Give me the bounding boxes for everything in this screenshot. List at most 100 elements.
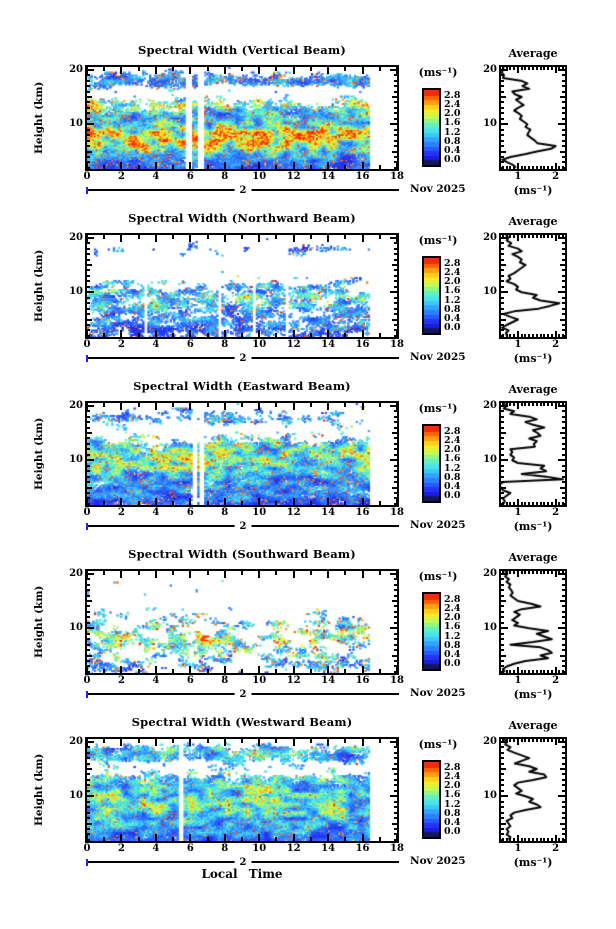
axis-tick bbox=[120, 834, 123, 841]
average-line-canvas bbox=[501, 67, 565, 169]
average-frame bbox=[499, 737, 567, 843]
axis-tick bbox=[558, 291, 565, 294]
axis-tick bbox=[87, 665, 90, 668]
x-tick-label: 12 bbox=[286, 843, 301, 854]
axis-tick bbox=[501, 605, 504, 608]
average-x-tick-label: 1 bbox=[514, 339, 522, 350]
axis-tick bbox=[87, 746, 90, 749]
axis-tick bbox=[543, 571, 546, 574]
axis-tick bbox=[309, 165, 312, 169]
axis-tick bbox=[396, 162, 397, 169]
average-x-axis-label: (ms⁻¹) bbox=[513, 520, 553, 533]
axis-tick bbox=[501, 627, 508, 630]
colorbar-units-label: (ms⁻¹) bbox=[418, 738, 458, 751]
average-frame bbox=[499, 233, 567, 339]
y-axis-label: Height (km) bbox=[33, 249, 45, 323]
axis-tick bbox=[189, 571, 192, 578]
axis-tick bbox=[516, 235, 519, 241]
axis-tick bbox=[562, 156, 565, 158]
axis-tick bbox=[394, 643, 397, 646]
colorbar-tick-label: 1.6 bbox=[444, 285, 461, 297]
axis-tick bbox=[528, 166, 531, 169]
axis-tick bbox=[275, 571, 278, 575]
x-tick-label: 6 bbox=[186, 507, 194, 518]
axis-tick bbox=[532, 67, 534, 70]
axis-tick bbox=[501, 502, 504, 505]
axis-tick bbox=[87, 740, 94, 743]
axis-tick bbox=[394, 481, 397, 484]
axis-tick bbox=[501, 415, 504, 418]
axis-tick bbox=[509, 334, 512, 337]
axis-tick bbox=[547, 670, 550, 673]
axis-tick bbox=[390, 291, 397, 294]
axis-tick bbox=[206, 165, 209, 169]
colorbar-gradient bbox=[424, 762, 439, 837]
axis-tick bbox=[87, 134, 90, 137]
axis-tick bbox=[554, 667, 557, 673]
axis-tick bbox=[539, 67, 542, 70]
axis-tick bbox=[327, 834, 330, 841]
axis-tick bbox=[87, 74, 90, 77]
average-y-tick-label: 10 bbox=[483, 790, 497, 802]
average-x-axis-label: (ms⁻¹) bbox=[513, 856, 553, 869]
axis-tick bbox=[562, 101, 565, 104]
axis-tick bbox=[562, 161, 565, 164]
axis-tick bbox=[394, 442, 397, 445]
axis-tick bbox=[501, 236, 508, 239]
axis-tick bbox=[558, 459, 565, 462]
axis-tick bbox=[154, 666, 157, 673]
axis-tick bbox=[524, 739, 527, 742]
axis-tick bbox=[87, 649, 90, 652]
axis-tick bbox=[513, 166, 516, 169]
axis-tick bbox=[87, 117, 90, 120]
axis-tick bbox=[501, 828, 504, 830]
date-axis: 2 bbox=[86, 184, 399, 197]
axis-tick bbox=[154, 235, 157, 242]
day-label: 2 bbox=[234, 688, 252, 701]
axis-tick bbox=[120, 498, 123, 505]
axis-tick bbox=[501, 90, 504, 93]
colorbar-tick-label: 0.8 bbox=[444, 135, 461, 147]
axis-tick bbox=[394, 632, 397, 635]
axis-tick bbox=[501, 269, 504, 272]
axis-tick bbox=[392, 822, 397, 825]
axis-tick bbox=[562, 470, 565, 473]
axis-tick bbox=[87, 497, 90, 500]
axis-tick bbox=[87, 784, 90, 787]
axis-tick bbox=[241, 67, 243, 71]
axis-tick bbox=[120, 162, 123, 169]
panel-westward-beam: Spectral Width (Westward Beam) Average H… bbox=[0, 712, 616, 881]
axis-tick bbox=[520, 235, 523, 238]
axis-tick bbox=[535, 67, 538, 70]
axis-tick bbox=[562, 280, 565, 283]
x-tick-label: 14 bbox=[321, 339, 336, 350]
axis-tick bbox=[394, 280, 397, 283]
axis-tick bbox=[394, 101, 397, 104]
average-x-axis-label: (ms⁻¹) bbox=[513, 352, 553, 365]
y-tick-label: 10 bbox=[69, 118, 83, 130]
axis-tick bbox=[543, 235, 546, 238]
axis-tick bbox=[550, 166, 553, 169]
colorbar-tick-label: 2.4 bbox=[444, 99, 461, 110]
average-x-tick-label: 1 bbox=[514, 675, 522, 686]
axis-tick bbox=[206, 837, 209, 841]
axis-tick bbox=[172, 739, 175, 743]
axis-tick bbox=[137, 67, 140, 71]
axis-tick bbox=[535, 403, 538, 406]
axis-tick bbox=[241, 165, 243, 169]
axis-tick bbox=[501, 134, 504, 137]
axis-tick bbox=[394, 502, 397, 505]
axis-tick bbox=[535, 739, 538, 742]
heatmap-frame bbox=[85, 401, 399, 507]
axis-tick bbox=[528, 502, 531, 505]
y-tick-label: 10 bbox=[69, 286, 83, 298]
axis-tick bbox=[547, 67, 550, 70]
x-tick-label: 2 bbox=[117, 843, 125, 854]
axis-tick bbox=[103, 739, 106, 743]
axis-tick bbox=[394, 800, 397, 803]
date-label: Nov 2025 bbox=[410, 855, 466, 867]
axis-tick bbox=[562, 437, 565, 440]
axis-tick bbox=[505, 67, 508, 70]
axis-tick bbox=[394, 670, 397, 673]
